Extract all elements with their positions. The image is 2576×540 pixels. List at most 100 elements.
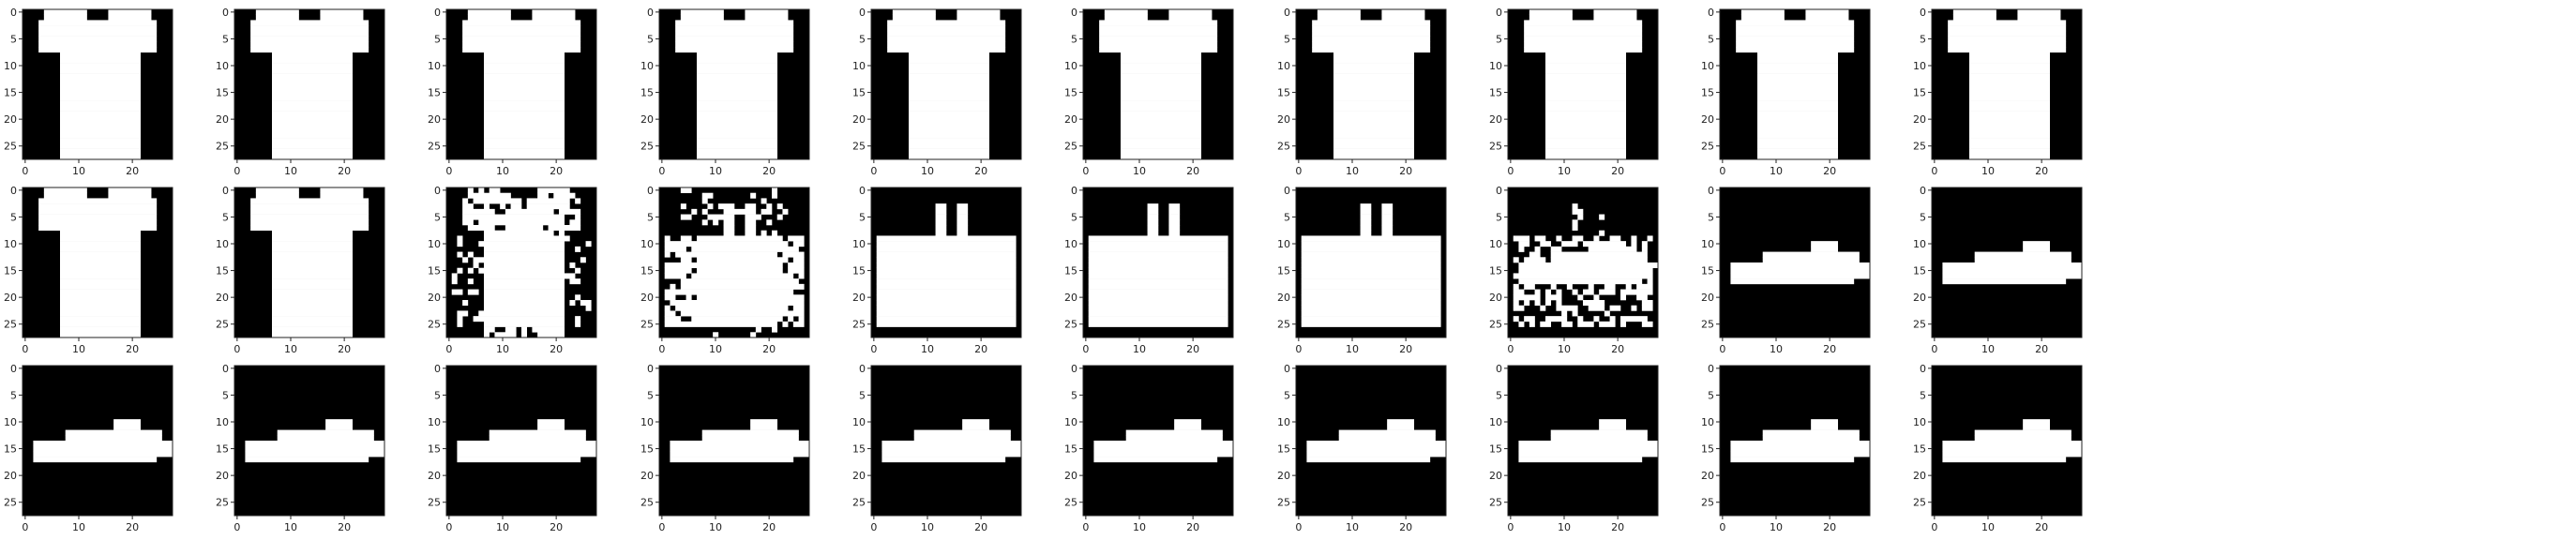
pixel-run — [38, 41, 158, 48]
pixel-run — [272, 262, 354, 269]
pixel-run — [876, 310, 1017, 317]
pixel-run — [484, 273, 576, 279]
pixel-run — [1088, 289, 1228, 295]
pixel-run — [484, 84, 565, 91]
y-tick-label: 20 — [1277, 470, 1290, 482]
y-tick-label: 0 — [1496, 7, 1502, 19]
pixel-run — [484, 68, 565, 74]
image-panel: 0 5 10 15 20 25 0 10 20 — [1277, 363, 1447, 533]
x-tick-label: 0 — [1082, 343, 1089, 355]
x-tick-label: 0 — [1719, 521, 1725, 533]
pixel-run — [707, 203, 714, 210]
image-panel: 0 5 10 15 20 25 0 10 20 — [640, 185, 810, 355]
pixel-run — [272, 300, 354, 307]
x-tick-label: 20 — [1399, 343, 1412, 355]
pixel-run — [60, 332, 142, 338]
pixel-run — [1550, 257, 1648, 263]
image-panel: 0 5 10 15 20 25 0 10 20 — [216, 7, 385, 177]
pixel-run — [1093, 441, 1234, 447]
pixel-run — [462, 300, 469, 307]
pixel-run — [1757, 138, 1839, 144]
pixel-run — [776, 203, 783, 210]
y-tick-label: 15 — [640, 265, 654, 278]
pixel-run — [1306, 451, 1447, 458]
pixel-run — [1545, 142, 1627, 149]
pixel-run — [250, 25, 369, 32]
pixel-run — [876, 246, 1017, 252]
x-tick-label: 0 — [658, 343, 665, 355]
x-tick-label: 10 — [1133, 165, 1146, 177]
pixel-run — [1736, 30, 1855, 37]
pixel-run — [675, 30, 794, 37]
pixel-run — [876, 273, 1017, 279]
pixel-run — [1545, 73, 1627, 80]
image-panel: 0 5 10 15 20 25 0 10 20 — [1913, 363, 2083, 533]
image-panel: 0 5 10 15 20 25 0 10 20 — [4, 185, 173, 355]
pixel-run — [782, 321, 789, 327]
panel-frame — [1295, 365, 1447, 517]
pixel-run — [1545, 52, 1627, 58]
pixel-run — [1088, 267, 1228, 274]
pixel-run — [462, 214, 565, 220]
pixel-run — [1317, 9, 1361, 16]
pixel-run — [1125, 429, 1223, 436]
pixel-run — [272, 79, 354, 85]
pixel-run — [1513, 235, 1530, 242]
y-tick-label: 20 — [1701, 113, 1714, 126]
pixel-run — [1333, 95, 1415, 101]
image-panel: 0 5 10 15 20 25 0 10 20 — [1064, 7, 1234, 177]
x-tick-label: 10 — [284, 165, 297, 177]
pixel-run — [1757, 142, 1839, 149]
pixel-run — [521, 326, 528, 333]
pixel-run — [1088, 246, 1228, 252]
pixel-run — [272, 89, 354, 96]
pixel-run — [505, 326, 517, 333]
pixel-run — [1381, 225, 1393, 232]
pixel-run — [60, 235, 142, 242]
pixel-run — [1757, 79, 1839, 85]
y-tick-label: 25 — [1913, 319, 1926, 331]
pixel-run — [1147, 219, 1159, 226]
image-panel: 0 5 10 15 20 25 0 10 20 — [640, 7, 810, 177]
pixel-run — [1121, 63, 1202, 69]
pixel-run — [537, 188, 570, 194]
pixel-run — [766, 203, 773, 210]
pixel-run — [1121, 127, 1202, 133]
y-tick-label: 0 — [859, 185, 866, 197]
y-tick-label: 15 — [1701, 443, 1714, 456]
pixel-run — [33, 451, 173, 458]
pixel-run — [876, 321, 1017, 327]
pixel-run — [1736, 20, 1855, 26]
pixel-run — [1301, 251, 1441, 258]
pixel-run — [1588, 305, 1605, 311]
y-tick-label: 15 — [640, 87, 654, 99]
pixel-run — [462, 257, 469, 263]
pixel-run — [1518, 451, 1659, 458]
pixel-run — [1093, 457, 1218, 463]
pixel-run — [697, 52, 778, 58]
x-tick-label: 20 — [126, 521, 139, 533]
y-tick-label: 20 — [852, 113, 866, 126]
y-tick-label: 0 — [222, 7, 229, 19]
pixel-run — [691, 208, 698, 215]
pixel-run — [1757, 68, 1839, 74]
pixel-run — [909, 116, 990, 123]
pixel-run — [1121, 52, 1202, 58]
pixel-run — [772, 188, 778, 194]
y-tick-label: 0 — [1496, 363, 1502, 375]
y-tick-label: 10 — [1064, 238, 1077, 250]
pixel-run — [1974, 435, 2071, 442]
pixel-run — [887, 41, 1006, 48]
pixel-run — [680, 14, 724, 21]
x-tick-label: 0 — [1931, 343, 1937, 355]
pixel-run — [1572, 289, 1578, 295]
pixel-run — [962, 424, 990, 430]
pixel-run — [1104, 9, 1148, 16]
pixel-run — [1518, 457, 1643, 463]
y-tick-label: 25 — [4, 319, 17, 331]
pixel-run — [723, 208, 757, 215]
pixel-run — [484, 283, 565, 290]
pixel-run — [892, 9, 936, 16]
pixel-run — [1636, 283, 1653, 290]
pixel-run — [1577, 214, 1584, 220]
